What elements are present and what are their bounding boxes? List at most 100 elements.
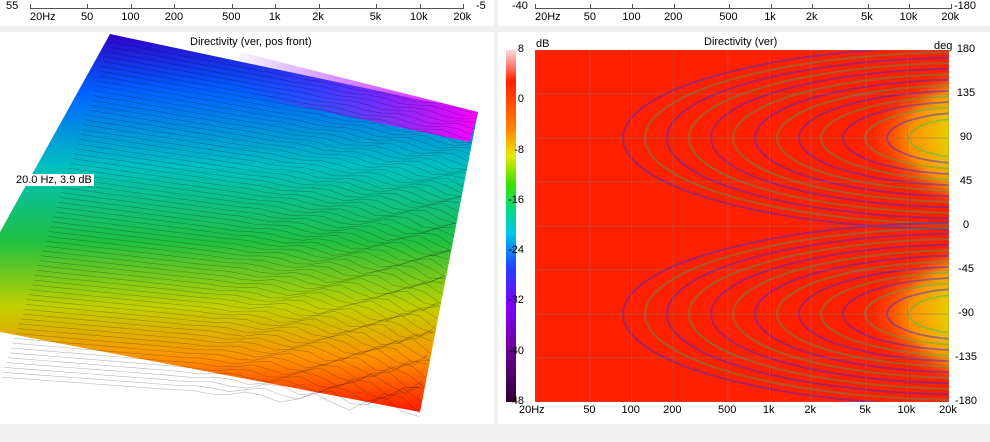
waterfall-slice-line: [29, 289, 435, 337]
strip-tick-label: 5k: [861, 11, 873, 23]
x-tick-label: 20Hz: [519, 404, 545, 416]
waterfall-plot[interactable]: [0, 32, 494, 424]
waterfall-title: Directivity (ver, pos front): [190, 36, 312, 48]
strip-axis-line: [535, 8, 951, 9]
waterfall-panel[interactable]: Directivity (ver, pos front) 20.0 Hz, 3.…: [0, 32, 494, 424]
waterfall-slice-line: [108, 46, 478, 117]
strip-tick: [318, 4, 320, 9]
strip-tick-label: 20k: [453, 11, 472, 23]
waterfall-surface: [0, 34, 478, 412]
y-tick-label: 180: [956, 43, 976, 55]
strip-tick-label: 20Hz: [535, 11, 561, 23]
strip-tick: [535, 4, 536, 9]
y-tick-label: 0: [962, 219, 970, 231]
colorbar-tick-label: -40: [508, 344, 524, 357]
x-tick-label: 2k: [804, 404, 817, 416]
y-tick-label: 45: [959, 175, 973, 187]
waterfall-slice-line: [86, 114, 466, 176]
strip-tick-label: 10k: [409, 11, 428, 23]
colorbar-tick-label: -8: [514, 143, 524, 156]
heatmap-lobe: [626, 50, 949, 230]
waterfall-slice-line: [76, 143, 461, 202]
strip-tick: [770, 4, 772, 9]
strip-tick-label: 2k: [312, 11, 324, 23]
strip-tick: [376, 4, 378, 9]
waterfall-slice-line: [64, 182, 454, 236]
y-tick-label: 90: [959, 131, 973, 143]
strip-tick: [419, 4, 421, 9]
colorbar-tick-labels: 8 0 -8 -16 -24 -32 -40 -48: [500, 32, 530, 424]
waterfall-slice-line: [51, 221, 447, 278]
x-tick-label: 500: [718, 404, 737, 416]
heatmap-plot[interactable]: [535, 50, 949, 402]
colorbar-unit-label: dB: [536, 38, 550, 50]
waterfall-slice-line: [94, 90, 470, 155]
waterfall-slice-line: [26, 299, 433, 344]
colorbar-tick-label: 0: [517, 93, 524, 106]
waterfall-slice-line: [14, 337, 426, 379]
waterfall-slice-line: [100, 70, 473, 141]
waterfall-slice-line: [37, 265, 439, 312]
waterfall-slice-line: [43, 245, 443, 295]
strip-tick-label: 10k: [899, 11, 918, 23]
waterfall-slice-line: [97, 80, 472, 147]
x-tick-label: 50: [583, 404, 596, 416]
strip-tick: [130, 4, 132, 9]
x-tick-label: 1k: [762, 404, 775, 416]
waterfall-slice-line: [50, 226, 446, 279]
waterfall-slice-line: [103, 61, 475, 130]
waterfall-slice-line: [39, 260, 440, 311]
strip-tick: [909, 4, 911, 9]
waterfall-slice-line: [56, 206, 449, 260]
waterfall-slice-line: [69, 167, 456, 227]
waterfall-slice-line: [61, 192, 452, 251]
waterfall-slice-line: [73, 153, 459, 212]
strip-tick: [174, 4, 176, 9]
waterfall-slice-line: [72, 158, 458, 220]
x-tick-labels: 20Hz 50 100 200 500 1k 2k 5k 10k 20k: [498, 402, 990, 422]
strip-tick-label: 200: [664, 11, 683, 23]
waterfall-slice-line: [3, 371, 420, 414]
strip-tick: [463, 4, 464, 9]
waterfall-slice-line: [10, 347, 425, 389]
strip-tick-label: 50: [81, 11, 94, 23]
strip-tick: [275, 4, 277, 9]
x-tick-label: 200: [663, 404, 682, 416]
y-tick-label: -90: [958, 307, 974, 319]
waterfall-slice-line: [106, 51, 477, 120]
heatmap-lobe: [626, 222, 949, 402]
waterfall-slice-line: [18, 323, 429, 367]
strip-tick: [590, 4, 592, 9]
waterfall-slice-line: [54, 211, 449, 262]
strip-tick-label: 20k: [941, 11, 960, 23]
waterfall-slice-line: [1, 376, 419, 417]
strip-tick-label: 50: [583, 11, 597, 23]
waterfall-slice-line: [21, 313, 431, 362]
top-left-axis-strip: 55 -5 20Hz 50 100 200 500 1k 2k 5k 10k 20k: [0, 0, 494, 26]
waterfall-slice-line: [91, 99, 468, 168]
strip-axis-line: [30, 8, 463, 9]
waterfall-slice-line: [20, 318, 430, 363]
waterfall-slice-line: [87, 109, 467, 174]
waterfall-slice-line: [78, 138, 461, 200]
strip-tick: [30, 4, 31, 9]
waterfall-slice-line: [31, 284, 436, 335]
strip-tick-label: 5k: [369, 11, 382, 23]
strip-tick-label: 100: [121, 11, 140, 23]
waterfall-slice-line: [109, 41, 479, 115]
x-tick-label: 100: [621, 404, 640, 416]
cursor-readout: 20.0 Hz, 3.9 dB: [14, 174, 94, 186]
waterfall-slice-line: [53, 216, 448, 271]
strip-tick: [673, 4, 675, 9]
waterfall-slice-line: [25, 303, 432, 345]
colorbar-tick-label: -24: [508, 244, 524, 257]
waterfall-slice-line: [40, 255, 441, 307]
strip-tick-label: 1k: [764, 11, 776, 23]
colorbar-tick-label: -32: [508, 294, 524, 307]
waterfall-slice-line: [36, 269, 438, 317]
strip-tick-label: 20Hz: [30, 11, 56, 23]
heatmap-panel[interactable]: Directivity (ver) dB deg 8 0 -8 -16 -24 -32 -4…: [498, 32, 990, 424]
strip-tick: [728, 4, 730, 9]
y-tick-label: -135: [954, 351, 978, 363]
strip-tick: [87, 4, 89, 9]
